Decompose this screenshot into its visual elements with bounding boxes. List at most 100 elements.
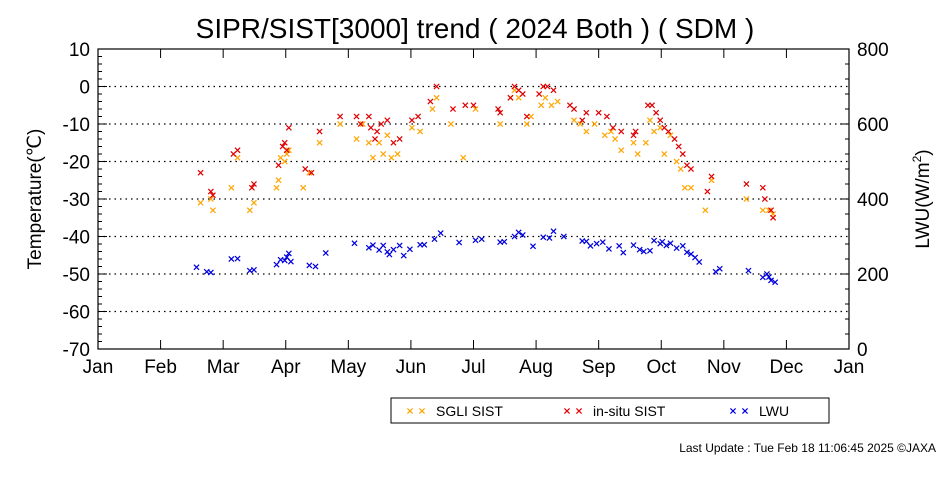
legend-marker-lwu (729, 407, 737, 415)
y-tick-label: 10 (69, 40, 90, 61)
lwu-point (273, 261, 280, 268)
in-situ-sist-point (571, 105, 578, 113)
in-situ-sist-point (275, 162, 282, 169)
y2-axis-label-end: ) (913, 149, 934, 155)
in-situ-sist-point (197, 169, 204, 176)
legend-frame (390, 397, 830, 424)
sgli-sist-point (497, 120, 504, 128)
in-situ-sist-point (687, 165, 695, 173)
lwu-point (593, 240, 600, 247)
x-tick-label: Aug (519, 357, 553, 378)
sgli-sist-point (538, 102, 545, 109)
lwu-point (663, 242, 670, 249)
in-situ-sist-point (470, 102, 477, 109)
y-axis-tick-labels: 10 0 -10 -20 -30 -40 -50 -60 -70 (63, 40, 90, 361)
legend-marker-sgli-sist (418, 407, 426, 415)
in-situ-sist-point (371, 135, 379, 143)
sgli-sist-point (228, 184, 235, 191)
x-tick-label: Apr (271, 357, 301, 378)
last-update-text: Last Update : Tue Feb 18 11:06:45 2025 ©… (679, 441, 936, 455)
lwu-point (763, 270, 770, 278)
lwu-point (369, 242, 376, 249)
lwu-point (651, 237, 658, 244)
in-situ-sist-point (408, 117, 415, 124)
in-situ-sist-point (759, 184, 766, 191)
sgli-sist-point (273, 184, 280, 191)
sgli-sist-point (388, 154, 395, 161)
in-situ-sist-point (316, 128, 323, 135)
in-situ-sist-point (743, 180, 750, 188)
lwu-point (560, 233, 567, 240)
in-situ-sist-point (761, 195, 768, 203)
in-situ-sist-point (603, 113, 610, 120)
last-update-footer: Last Update : Tue Feb 18 11:06:45 2025 ©… (679, 441, 936, 455)
in-situ-sist-point (595, 109, 602, 116)
sgli-sist-point (630, 139, 637, 146)
sgli-sist-point (681, 184, 688, 191)
in-situ-sist-point (630, 132, 637, 139)
in-situ-sist-point (768, 207, 775, 214)
lwu-point (351, 240, 358, 247)
sgli-sist-point (281, 158, 288, 165)
sgli-sist-point (577, 120, 584, 128)
sgli-sist-point (618, 147, 625, 154)
x-axis-tick-labels: Jan Feb Mar Apr May Jun Jul Aug Sep Oct Nov Dec Jan (83, 357, 865, 378)
in-situ-sist-point (657, 117, 664, 124)
y2-axis-label-superscript: 2 (910, 155, 924, 162)
sgli-sist-point (759, 207, 766, 214)
lwu-point (772, 279, 779, 286)
legend: SGLI SIST in-situ SIST LWU (390, 397, 830, 424)
y2-tick-label: 600 (857, 115, 889, 136)
sgli-sist-point (384, 132, 391, 139)
in-situ-sist-point (357, 120, 364, 128)
in-situ-sist-point (384, 117, 391, 124)
lwu-point (287, 258, 294, 265)
sgli-sist-point (642, 139, 649, 146)
y-tick-label: -70 (63, 340, 90, 361)
x-tick-label: Jul (461, 357, 485, 378)
in-situ-sist-point (704, 188, 711, 195)
lwu-point (306, 262, 313, 269)
in-situ-sist-point (427, 98, 434, 105)
in-situ-sist-point (665, 128, 672, 135)
lwu-point (386, 251, 393, 258)
sgli-sist-point (207, 195, 214, 203)
in-situ-sist-point (497, 109, 504, 116)
in-situ-sist-point (675, 143, 682, 150)
x-tick-label: Feb (144, 357, 177, 378)
lwu-point (620, 249, 627, 256)
sgli-sist-point (607, 128, 615, 135)
in-situ-sist-point (367, 124, 374, 131)
in-situ-sist-point (433, 83, 440, 90)
sgli-sist-point (250, 199, 257, 206)
legend-label-in-situ-sist: in-situ SIST (593, 403, 666, 419)
lwu-point (281, 257, 288, 264)
y-tick-label: 0 (79, 78, 90, 99)
in-situ-sist-point (285, 124, 292, 131)
lwu-point (540, 234, 547, 241)
sgli-sist-point (380, 150, 387, 158)
sgli-sist-point (300, 184, 307, 191)
lwu-point (396, 242, 403, 249)
in-situ-sist-point (536, 90, 543, 98)
sgli-sist-point (548, 102, 555, 109)
legend-label-sgli-sist: SGLI SIST (436, 403, 503, 419)
lwu-point (673, 245, 680, 252)
lwu-point (599, 239, 606, 246)
in-situ-sist-point (708, 173, 715, 180)
lwu-point (207, 269, 214, 276)
sgli-sist-point (571, 117, 578, 124)
in-situ-sist-point (495, 105, 502, 113)
y2-axis-label: LWU(W/m2) (910, 149, 934, 248)
lwu-point (587, 242, 594, 249)
sgli-sist-point (429, 105, 436, 113)
in-situ-sist-point (550, 87, 557, 94)
sgli-sist-point (702, 207, 709, 214)
sgli-sist-point (743, 195, 750, 203)
x-tick-label: Mar (207, 357, 240, 378)
sgli-sist-point (316, 139, 323, 146)
lwu-point (193, 264, 200, 271)
lwu-point (630, 242, 637, 249)
legend-items: SGLI SIST in-situ SIST LWU (406, 403, 789, 419)
